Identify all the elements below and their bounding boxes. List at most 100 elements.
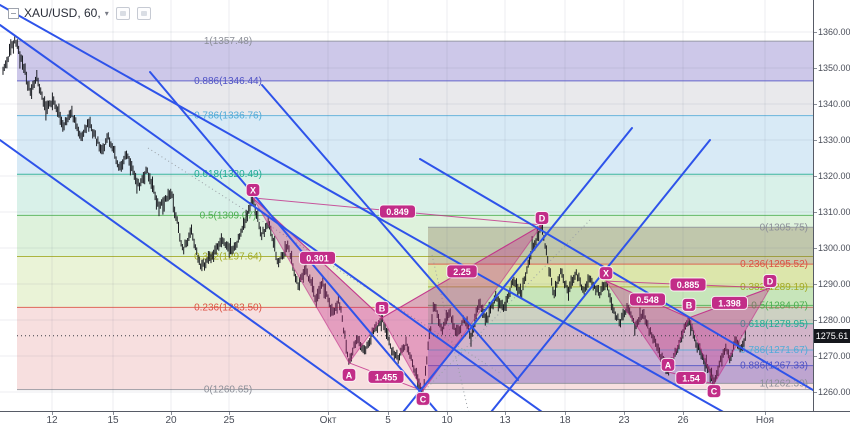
time-axis-tick xyxy=(229,412,230,415)
chevron-down-icon[interactable]: ▾ xyxy=(104,8,109,18)
pattern-1-ratio-0.301[interactable] xyxy=(299,250,336,265)
time-axis-label: 5 xyxy=(385,415,391,426)
price-axis-tick xyxy=(814,31,817,33)
blue-trendline-4[interactable] xyxy=(419,158,813,391)
time-axis-label: 10 xyxy=(441,415,453,426)
time-axis-tick xyxy=(565,412,566,415)
fib-left-band-0.5-0.382 xyxy=(17,215,813,257)
pattern-1-ratio-0.849[interactable] xyxy=(379,204,416,219)
pattern-1-ratio-1.455[interactable] xyxy=(367,369,405,384)
blue-trendline-1[interactable] xyxy=(0,24,563,411)
time-axis-tick xyxy=(52,412,53,415)
pattern-2-point-D[interactable] xyxy=(762,273,778,288)
price-axis-label: 1290.00 xyxy=(818,279,850,289)
fib-left-lines[interactable] xyxy=(17,40,813,391)
legend-action-icon-1[interactable] xyxy=(115,6,130,20)
blue-trendline-2[interactable] xyxy=(0,139,400,411)
time-axis-label: 20 xyxy=(165,415,177,426)
price-axis-tick xyxy=(814,211,817,213)
blue-trendline-6[interactable] xyxy=(261,84,519,381)
price-axis-label: 1260.00 xyxy=(818,387,850,397)
price-axis-tick xyxy=(814,139,817,141)
pattern-2-ratio-1.398-text: 1.398 xyxy=(718,298,741,308)
time-axis-tick xyxy=(505,412,506,415)
price-axis-tick xyxy=(814,67,817,69)
price-axis-tick xyxy=(814,247,817,249)
legend-action-glyph-2 xyxy=(140,10,147,16)
fib-left-label-0.236: 0.236(1283.50) xyxy=(194,302,262,313)
pattern-1-point-D[interactable] xyxy=(534,210,550,225)
chart-canvas[interactable]: 1(1357.48) 0.886(1346.44) 0.786(1336.76) 0.… xyxy=(0,0,813,411)
pattern-1-point-X[interactable] xyxy=(245,182,261,197)
pattern-2-labels[interactable]: 0.548 1.54 1.398 0.885 X A B C D xyxy=(598,266,778,399)
time-axis-label: 26 xyxy=(677,415,689,426)
pattern-1-point-D-text: D xyxy=(539,213,546,223)
legend-action-icon-2[interactable] xyxy=(136,6,151,20)
collapse-pane-icon[interactable] xyxy=(8,7,19,19)
pattern-1-point-B[interactable] xyxy=(374,300,390,315)
time-axis-tick xyxy=(447,412,448,415)
fib-left-labels: 1(1357.48) 0.886(1346.44) 0.786(1336.76) 0.… xyxy=(194,36,262,396)
pattern-2-ratio-0.548-text: 0.548 xyxy=(636,295,659,305)
pattern-1-ratio-1.455-text: 1.455 xyxy=(375,372,398,382)
pattern-1-point-A[interactable] xyxy=(341,367,357,382)
time-axis-label: 12 xyxy=(46,415,58,426)
grid-lines xyxy=(0,0,813,411)
time-axis-label: 18 xyxy=(559,415,571,426)
fib-left-band-1-0.886 xyxy=(17,41,813,81)
blue-trendline-7[interactable] xyxy=(391,127,633,411)
time-axis[interactable]: 12 15 20 25 Окт 5 10 13 18 23 26 Ноя xyxy=(0,411,850,427)
pattern-2-ratio-0.548[interactable] xyxy=(629,292,666,307)
pattern-2-point-C[interactable] xyxy=(706,384,722,399)
blue-trendline-5[interactable] xyxy=(149,71,450,411)
pattern-1-ratio-2.25-text: 2.25 xyxy=(453,267,471,277)
pattern-2-point-B-text: B xyxy=(686,300,693,310)
pattern-1-point-C-text: C xyxy=(420,394,427,404)
fib-right-label-0: 0(1305.75) xyxy=(760,222,808,233)
pattern-2-point-B[interactable] xyxy=(681,297,697,312)
symbol-title[interactable]: XAU/USD, 60, xyxy=(24,6,101,20)
fib-right-band-0-0.236 xyxy=(428,227,813,265)
blue-trendline-8[interactable] xyxy=(479,139,711,411)
fib-left-label-0.382: 0.382(1297.64) xyxy=(194,251,262,262)
pattern-1-labels[interactable]: 0.301 1.455 2.25 0.849 X A B C D xyxy=(245,182,550,406)
price-axis-tick xyxy=(814,283,817,285)
price-axis-tick xyxy=(814,319,817,321)
pattern-2-point-C-text: C xyxy=(711,387,718,397)
fib-right-bands[interactable] xyxy=(428,227,813,384)
time-axis-label: 23 xyxy=(618,415,630,426)
price-axis-tick xyxy=(814,175,817,177)
time-axis-label: 13 xyxy=(499,415,511,426)
fib-left-label-0: 0(1260.65) xyxy=(204,385,252,396)
price-axis[interactable]: 1360.00 1350.00 1340.00 1330.00 1320.00 1310.… xyxy=(813,0,850,411)
price-axis-label: 1350.00 xyxy=(818,63,850,73)
fib-left-label-1: 1(1357.48) xyxy=(204,36,252,47)
trendlines-blue[interactable] xyxy=(0,4,813,411)
gray-dotted-trendline-3[interactable] xyxy=(431,254,472,411)
price-axis-label: 1280.00 xyxy=(818,315,850,325)
pattern-2-ratio-0.885[interactable] xyxy=(669,277,707,292)
price-axis-label: 1330.00 xyxy=(818,135,850,145)
pattern-1-ratio-0.301-text: 0.301 xyxy=(306,253,329,263)
pattern-2-point-D-text: D xyxy=(767,276,774,286)
fib-left-label-0.786: 0.786(1336.76) xyxy=(194,111,262,122)
minus-glyph xyxy=(11,12,16,14)
pattern-2-point-X-text: X xyxy=(603,269,609,279)
pattern-1-ratio-2.25[interactable] xyxy=(446,264,478,279)
fib-right-label-1: 1(1262.39) xyxy=(760,378,808,389)
pattern-1-ratio-0.849-text: 0.849 xyxy=(386,207,409,217)
pattern-2-ratio-1.54[interactable] xyxy=(675,370,707,385)
pattern-2-point-A[interactable] xyxy=(660,357,676,372)
time-axis-tick xyxy=(113,412,114,415)
fib-left-label-0.618: 0.618(1320.49) xyxy=(194,169,262,180)
pattern-1-point-C[interactable] xyxy=(415,391,431,406)
time-axis-tick xyxy=(171,412,172,415)
pattern-1-point-A-text: A xyxy=(346,370,353,380)
legend-action-glyph-1 xyxy=(119,10,126,16)
time-axis-label: Ноя xyxy=(755,415,775,426)
pattern-2-point-X[interactable] xyxy=(598,266,614,281)
pattern-2-ratio-1.398[interactable] xyxy=(711,295,748,310)
time-axis-tick xyxy=(388,412,389,415)
pattern-2-point-A-text: A xyxy=(665,360,672,370)
